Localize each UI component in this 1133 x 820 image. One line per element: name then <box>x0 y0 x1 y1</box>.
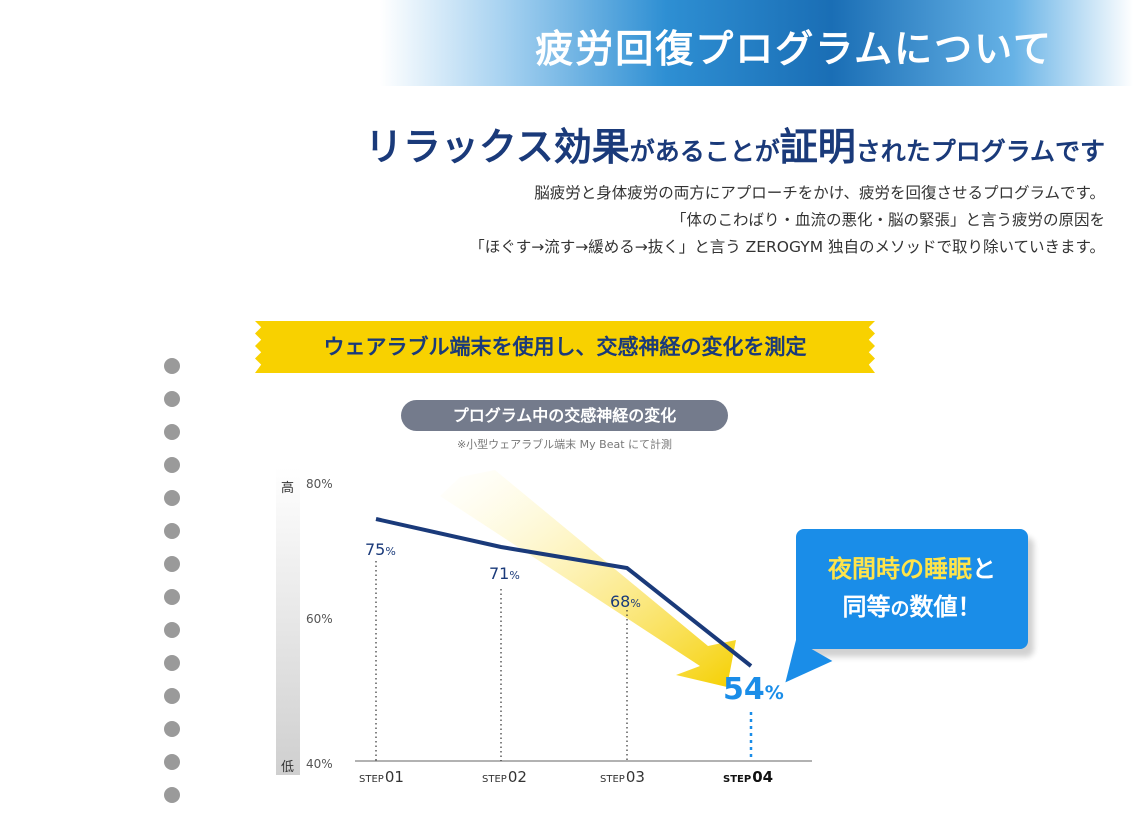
data-label: 75% <box>365 540 396 559</box>
chart-note: ※小型ウェアラブル端末 My Beat にて計測 <box>456 438 673 451</box>
callout-text: 夜間時のと睡眠と 同等の数値！ <box>828 555 996 621</box>
headline: リラックス効果があることが証明されたプログラムです <box>365 116 1105 171</box>
header-banner: 疲労回復プログラムについて <box>380 0 1133 86</box>
headline-part3: 証明 <box>779 125 856 169</box>
y-axis-high-label: 高 <box>281 481 295 496</box>
dot <box>164 523 180 539</box>
banner-title: 疲労回復プログラムについて <box>535 27 1053 71</box>
y-axis-low-label: 低 <box>281 760 295 775</box>
callout-bubble <box>796 529 1028 649</box>
description: 脳疲労と身体疲労の両方にアプローチをかけ、疲労を回復させるプログラムです。 「体… <box>469 180 1105 261</box>
y-tick-label: 40% <box>306 757 333 771</box>
dot <box>164 490 180 506</box>
dot <box>164 754 180 770</box>
x-tick-label: STEP02 <box>482 768 527 786</box>
series-line <box>375 517 753 668</box>
dot <box>164 688 180 704</box>
x-tick-label: STEP01 <box>359 768 404 786</box>
y-axis-gradient-bar <box>276 467 300 775</box>
dot <box>164 655 180 671</box>
dot <box>164 589 180 605</box>
ribbon-text: ウェアラブル端末を使用し、交感神経の変化を測定 <box>323 335 807 359</box>
data-label: 71% <box>489 564 520 583</box>
dot <box>164 556 180 572</box>
dot <box>164 622 180 638</box>
description-line2: 「体のこわばり・血流の悪化・脳の緊張」と言う疲労の原因を <box>670 211 1105 229</box>
headline-part4: されたプログラムです <box>855 137 1105 166</box>
y-tick-label: 60% <box>306 612 333 626</box>
dot-column <box>164 358 182 820</box>
description-line3: 「ほぐす→流す→緩める→抜く」と言う ZEROGYM 独自のメソッドで取り除いて… <box>469 238 1105 256</box>
x-tick-label: STEP03 <box>600 768 645 786</box>
headline-part1: リラックス効果 <box>364 125 630 169</box>
dot <box>164 457 180 473</box>
dot <box>164 721 180 737</box>
description-line1: 脳疲労と身体疲労の両方にアプローチをかけ、疲労を回復させるプログラムです。 <box>534 184 1105 202</box>
y-tick-label: 80% <box>306 477 333 491</box>
ribbon-background <box>255 321 875 373</box>
data-label: 68% <box>610 592 641 611</box>
dot <box>164 787 180 803</box>
highlight-arrow <box>440 470 736 687</box>
x-tick-label: STEP04 <box>723 768 774 786</box>
data-label-highlight: 54% <box>723 672 784 707</box>
dot <box>164 358 180 374</box>
chart-title: プログラム中の交感神経の変化 <box>401 400 728 431</box>
dot <box>164 424 180 440</box>
dot <box>164 391 180 407</box>
headline-part2: があることが <box>629 137 780 166</box>
